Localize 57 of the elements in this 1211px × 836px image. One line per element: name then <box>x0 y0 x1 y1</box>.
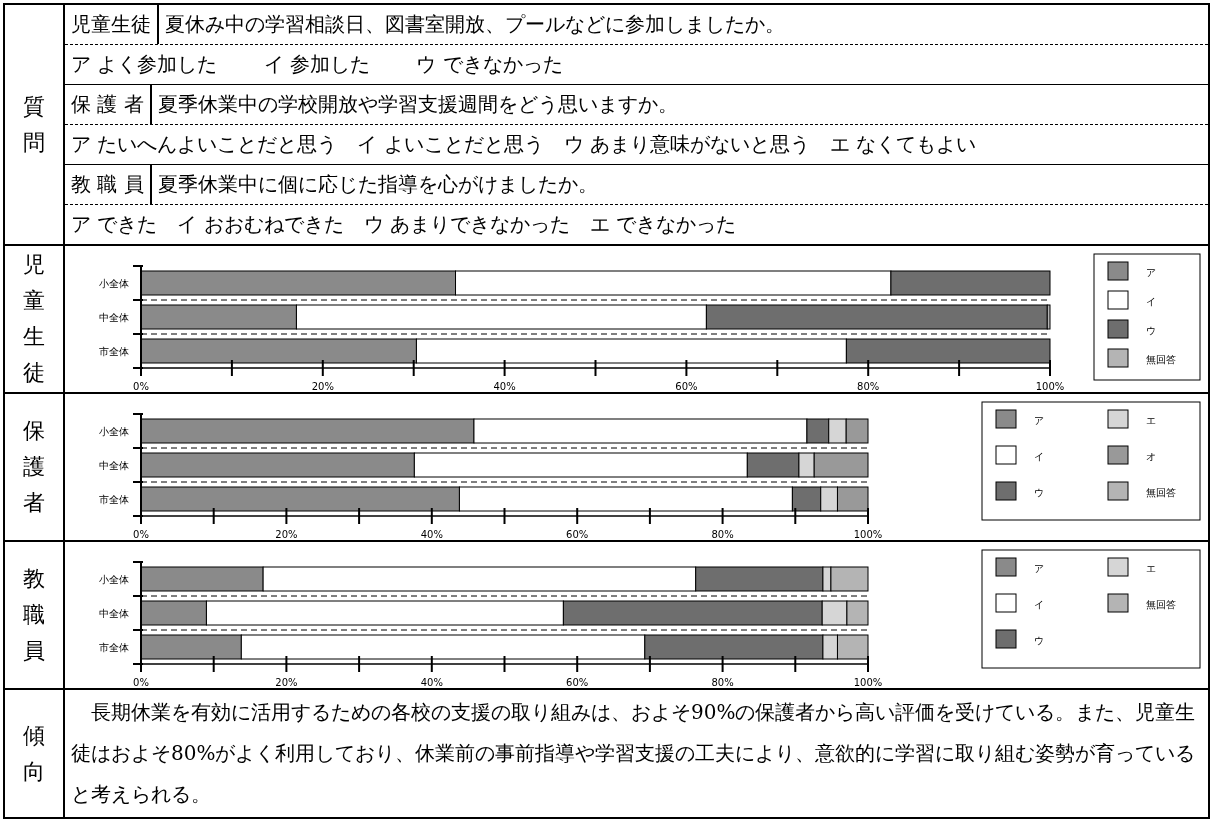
x-tick-label: 40% <box>493 381 516 392</box>
x-tick-label: 80% <box>711 529 734 540</box>
text: ア よく参加した イ 参加した ウ できなかった <box>70 51 564 78</box>
text: 児童生徒 <box>22 251 46 387</box>
x-tick-label: 0% <box>133 381 149 392</box>
legend-label: ウ <box>1034 487 1044 498</box>
x-tick-label: 20% <box>311 381 334 392</box>
y-tick-label: 小全体 <box>99 574 129 585</box>
x-tick-label: 60% <box>566 529 589 540</box>
x-tick-label: 60% <box>566 677 589 688</box>
text: 夏休み中の学習相談日、図書室開放、プールなどに参加しましたか。 <box>164 11 786 38</box>
text: ア たいへんよいことだと思う イ よいことだと思う ウ あまり意味がないと思う エ なくてもよい <box>70 131 978 158</box>
y-tick-label: 中全体 <box>99 312 129 323</box>
legend-label: ア <box>1146 267 1156 278</box>
legend-label: エ <box>1146 415 1156 426</box>
x-tick-label: 20% <box>275 529 298 540</box>
x-tick-label: 80% <box>857 381 880 392</box>
y-tick-label: 中全体 <box>99 460 129 471</box>
text: 夏季休業中に個に応じた指導を心がけましたか。 <box>156 171 599 198</box>
legend-label: ア <box>1034 415 1044 426</box>
text: 保護者 <box>22 417 46 517</box>
text: 長期休業を有効に活用するための各校の支援の取り組みは、およそ90%の保護者から高い評価を受けている。また、児童生徒はおよそ80%がよく利用しており、休業前の事前指導や学習支援の工夫により、意欲的に学習に取り組む姿勢が育っていると考えられる。 <box>70 699 1197 808</box>
y-tick-label: 小全体 <box>99 278 129 289</box>
legend-label: オ <box>1146 451 1156 462</box>
legend-label: 無回答 <box>1146 354 1176 365</box>
legend-label: ウ <box>1034 635 1044 646</box>
y-tick-label: 小全体 <box>99 426 129 437</box>
legend-label: イ <box>1146 296 1156 307</box>
text: 児童生徒 <box>65 5 159 44</box>
x-tick-label: 100% <box>853 529 883 540</box>
y-tick-label: 市全体 <box>99 494 129 505</box>
x-tick-label: 0% <box>133 677 149 688</box>
legend-label: イ <box>1034 451 1044 462</box>
y-tick-label: 市全体 <box>99 346 129 357</box>
x-tick-label: 100% <box>1035 381 1065 392</box>
x-tick-label: 60% <box>675 381 698 392</box>
x-tick-label: 40% <box>420 677 443 688</box>
legend-label: ウ <box>1146 325 1156 336</box>
text: 夏季休業中の学校開放や学習支援週間をどう思いますか。 <box>156 91 679 118</box>
text: 教 職 員 <box>65 165 152 204</box>
legend-label: 無回答 <box>1146 487 1176 498</box>
text: 傾向 <box>22 721 46 786</box>
legend-label: 無回答 <box>1146 599 1176 610</box>
legend-label: ア <box>1034 563 1044 574</box>
x-tick-label: 40% <box>420 529 443 540</box>
x-tick-label: 0% <box>133 529 149 540</box>
x-tick-label: 20% <box>275 677 298 688</box>
text: 質問 <box>22 92 46 157</box>
x-tick-label: 80% <box>711 677 734 688</box>
text: ア できた イ おおむねできた ウ あまりできなかった エ できなかった <box>70 211 738 238</box>
legend-label: イ <box>1034 599 1044 610</box>
text: 教職員 <box>22 565 46 665</box>
text: 保 護 者 <box>65 85 152 124</box>
legend-label: エ <box>1146 563 1156 574</box>
y-tick-label: 中全体 <box>99 608 129 619</box>
x-tick-label: 100% <box>853 677 883 688</box>
y-tick-label: 市全体 <box>99 642 129 653</box>
